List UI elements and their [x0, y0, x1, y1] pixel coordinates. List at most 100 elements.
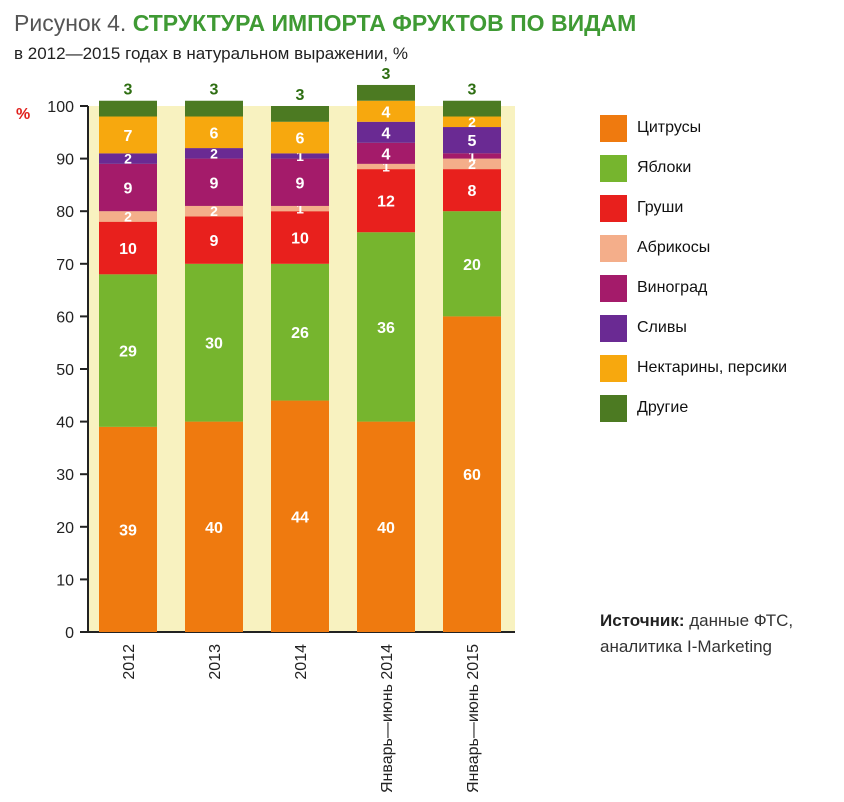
- y-tick-label: 50: [56, 362, 74, 379]
- bar-segment: [357, 100, 415, 122]
- bar-segment: [443, 127, 501, 154]
- legend-item: Виноград: [600, 268, 787, 308]
- y-tick-label: 20: [56, 520, 74, 537]
- y-tick-label: 10: [56, 572, 74, 589]
- legend-label: Виноград: [637, 279, 708, 296]
- legend-item: Нектарины, персики: [600, 348, 787, 388]
- data-label: 2: [124, 151, 132, 167]
- legend-item: Другие: [600, 388, 787, 428]
- x-tick-label: 2014: [293, 644, 310, 680]
- bar-segment: [185, 263, 243, 422]
- data-label: 39: [119, 522, 137, 539]
- bar-segment: [185, 116, 243, 149]
- data-label: 60: [463, 467, 481, 484]
- bar-segment: [271, 106, 329, 122]
- bar-segment: [99, 426, 157, 632]
- bar-segment: [271, 153, 329, 159]
- legend-swatch: [600, 354, 627, 382]
- bar-segment: [443, 169, 501, 212]
- y-tick-label: 30: [56, 467, 74, 484]
- bar-segment: [99, 100, 157, 117]
- y-tick-label: 100: [47, 99, 74, 116]
- legend-label: Абрикосы: [637, 239, 711, 256]
- data-label: 9: [124, 181, 133, 198]
- bar-segment: [99, 163, 157, 212]
- legend: Цитрусы Яблоки Груши Абрикосы Виноград Сливы Н…: [600, 108, 787, 428]
- bar-segment: [271, 263, 329, 401]
- source-line1: данные ФТС,: [689, 611, 794, 630]
- bar-segment: [271, 400, 329, 632]
- data-label: 4: [382, 125, 391, 142]
- data-label: 9: [210, 233, 219, 250]
- bar-segment: [443, 116, 501, 128]
- bar-segment: [357, 84, 415, 101]
- chart-title: Рисунок 4. СТРУКТУРА ИМПОРТА ФРУКТОВ ПО …: [14, 10, 636, 37]
- bar-segment: [99, 116, 157, 154]
- bar-segment: [99, 211, 157, 222]
- chart-subtitle: в 2012—2015 годах в натуральном выражени…: [14, 44, 408, 63]
- x-tick-label: 2012: [121, 644, 138, 680]
- data-label: 4: [382, 104, 391, 121]
- legend-item: Сливы: [600, 308, 787, 348]
- data-label: 3: [210, 82, 219, 99]
- data-label: 26: [291, 325, 309, 342]
- title-text: СТРУКТУРА ИМПОРТА ФРУКТОВ ПО ВИДАМ: [132, 10, 637, 36]
- legend-swatch: [600, 154, 627, 182]
- legend-label: Груши: [637, 199, 684, 216]
- data-label: 44: [291, 509, 309, 526]
- bar-segment: [357, 121, 415, 143]
- legend-item: Яблоки: [600, 148, 787, 188]
- bar-segment: [443, 100, 501, 117]
- y-unit-label: %: [16, 106, 30, 123]
- source-line2: аналитика I-Marketing: [600, 637, 773, 656]
- bar-segment: [357, 421, 415, 632]
- data-label: 29: [119, 344, 137, 361]
- legend-swatch: [600, 234, 627, 262]
- bar-segment: [185, 216, 243, 264]
- bar-segment: [99, 221, 157, 275]
- data-label: 1: [296, 148, 304, 164]
- bar-segment: [185, 421, 243, 632]
- x-tick-label: Январь—июнь 2014: [379, 644, 396, 793]
- y-tick-label: 70: [56, 257, 74, 274]
- data-label: 5: [468, 133, 477, 150]
- bar-segment: [443, 158, 501, 170]
- legend-label: Нектарины, персики: [637, 359, 788, 376]
- bar-segment: [99, 153, 157, 164]
- data-label: 2: [210, 145, 218, 161]
- legend-item: Абрикосы: [600, 228, 787, 268]
- x-tick-label: Январь—июнь 2015: [465, 644, 482, 793]
- y-tick-label: 80: [56, 204, 74, 221]
- data-label: 3: [468, 82, 477, 99]
- y-tick-label: 0: [65, 625, 74, 642]
- bar-segment: [443, 211, 501, 317]
- bar-segment: [443, 153, 501, 159]
- legend-item: Цитрусы: [600, 108, 787, 148]
- data-label: 2: [468, 156, 476, 172]
- bar-segment: [271, 211, 329, 264]
- data-label: 7: [124, 128, 133, 145]
- bar-segment: [185, 100, 243, 117]
- legend-item: Груши: [600, 188, 787, 228]
- legend-swatch: [600, 114, 627, 142]
- legend-label: Цитрусы: [637, 119, 702, 136]
- data-label: 10: [291, 231, 309, 248]
- data-label: 36: [377, 320, 395, 337]
- legend-label: Другие: [637, 399, 689, 416]
- bar-segment: [99, 274, 157, 427]
- legend-swatch: [600, 394, 627, 422]
- bar-segment: [185, 158, 243, 206]
- y-tick-label: 90: [56, 152, 74, 169]
- data-label: 3: [382, 66, 391, 83]
- bar-segment: [271, 205, 329, 212]
- bar-segment: [357, 232, 415, 422]
- bar-segment: [271, 121, 329, 154]
- data-label: 3: [296, 87, 305, 104]
- bar-segment: [271, 158, 329, 206]
- legend-label: Сливы: [637, 319, 687, 336]
- source-note: Источник: данные ФТС, аналитика I-Market…: [600, 608, 793, 660]
- data-label: 1: [296, 201, 304, 217]
- data-label: 40: [377, 520, 395, 537]
- data-label: 2: [468, 114, 476, 130]
